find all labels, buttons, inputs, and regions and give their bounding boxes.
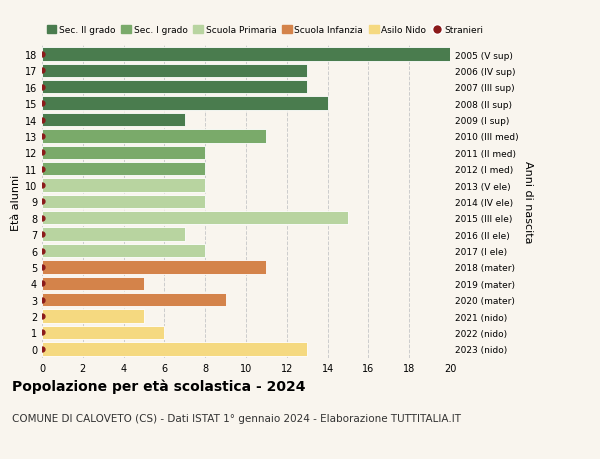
Text: Popolazione per età scolastica - 2024: Popolazione per età scolastica - 2024 [12,379,305,393]
Bar [42,342,307,356]
Bar [42,277,144,291]
Bar [42,195,205,209]
Bar [42,130,266,143]
Bar [42,97,328,111]
Bar [42,65,307,78]
Bar [42,48,450,62]
Bar [42,81,307,94]
Bar [42,179,205,192]
Y-axis label: Anni di nascita: Anni di nascita [523,161,533,243]
Bar [42,244,205,257]
Bar [42,326,164,339]
Bar [42,113,185,127]
Bar [42,212,348,225]
Bar [42,293,226,307]
Text: COMUNE DI CALOVETO (CS) - Dati ISTAT 1° gennaio 2024 - Elaborazione TUTTITALIA.I: COMUNE DI CALOVETO (CS) - Dati ISTAT 1° … [12,413,461,423]
Bar [42,146,205,160]
Legend: Sec. II grado, Sec. I grado, Scuola Primaria, Scuola Infanzia, Asilo Nido, Stran: Sec. II grado, Sec. I grado, Scuola Prim… [47,26,484,35]
Y-axis label: Età alunni: Età alunni [11,174,20,230]
Bar [42,228,185,241]
Bar [42,162,205,176]
Bar [42,261,266,274]
Bar [42,310,144,323]
